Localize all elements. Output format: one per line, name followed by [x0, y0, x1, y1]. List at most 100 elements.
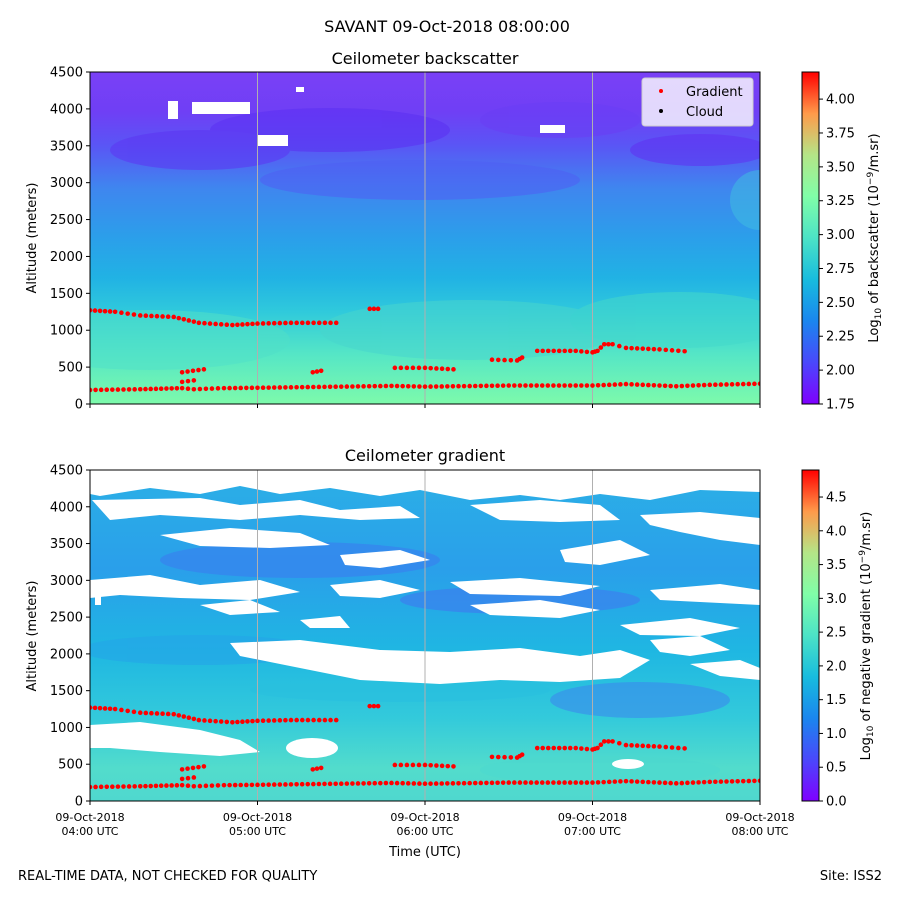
gradient-point: [232, 782, 238, 788]
gradient-point: [327, 384, 333, 390]
gradient-point: [235, 719, 240, 725]
gradient-point: [567, 745, 573, 751]
y-axis-label: Altitude (meters): [25, 581, 40, 692]
x-axis: [89, 404, 761, 408]
gradient-point: [584, 746, 590, 752]
gradient-point: [143, 783, 148, 789]
gradient-point: [428, 384, 433, 389]
gradient-point: [595, 745, 600, 751]
gradient-point: [534, 348, 540, 354]
gradient-point: [405, 781, 411, 786]
gradient-point: [573, 383, 579, 388]
gradient-point: [383, 383, 389, 389]
gradient-panel: Ceilometer gradient: [25, 446, 876, 860]
gradient-point: [322, 781, 327, 787]
gradient-point: [495, 357, 501, 363]
gradient-point: [646, 382, 651, 388]
gradient-point: [757, 381, 760, 387]
gradient-point: [445, 781, 450, 786]
y-tick-label: 1500: [50, 684, 83, 699]
gradient-point: [333, 384, 338, 390]
gradient-point: [181, 317, 187, 322]
gradient-point: [350, 781, 355, 786]
gradient-point: [305, 320, 311, 326]
gradient-point: [221, 385, 227, 391]
gradient-point: [651, 780, 657, 785]
gradient-point: [255, 782, 260, 788]
gradient-point: [651, 346, 657, 352]
gradient-point: [567, 780, 573, 785]
gradient-point: [169, 386, 174, 391]
gradient-point: [623, 742, 629, 748]
gradient-point: [311, 384, 316, 390]
gradient-point: [428, 365, 433, 371]
gradient-point: [97, 705, 103, 711]
panel-title: Ceilometer gradient: [345, 446, 505, 465]
gradient-point: [478, 383, 484, 389]
gradient-point: [595, 780, 601, 785]
gradient-point: [495, 754, 501, 760]
gradient-point: [713, 382, 718, 387]
y-tick-label: 500: [58, 361, 83, 376]
gradient-point: [227, 782, 232, 788]
gradient-point: [724, 779, 729, 784]
gradient-point: [445, 366, 451, 372]
gradient-point: [663, 744, 669, 750]
gradient-point: [500, 383, 506, 388]
gradient-point: [186, 318, 192, 323]
gradient-point: [445, 763, 451, 769]
gradient-point: [502, 357, 507, 363]
gradient-point: [456, 383, 461, 389]
gradient-point: [191, 716, 197, 722]
gradient-point: [545, 745, 551, 751]
gradient-point: [179, 379, 185, 385]
gradient-point: [634, 346, 640, 351]
gradient-points: [90, 703, 760, 790]
gradient-point: [207, 321, 213, 326]
gradient-point: [98, 784, 104, 790]
colorbar: [801, 71, 820, 405]
gradient-point: [294, 384, 299, 390]
gradient-point: [271, 385, 277, 390]
gradient-point: [333, 320, 339, 326]
gradient-point: [171, 314, 177, 320]
gradient-point: [181, 714, 187, 719]
gradient-point: [232, 385, 238, 391]
gradient-point: [344, 781, 350, 786]
gradient-point: [669, 745, 675, 750]
gradient-point: [428, 781, 433, 786]
gradient-point: [389, 780, 394, 786]
y-tick-label: 1500: [50, 287, 83, 302]
gradient-point: [121, 387, 126, 392]
gradient-point: [230, 719, 235, 725]
gradient-point: [215, 783, 221, 788]
gradient-point: [185, 386, 191, 391]
gradient-point: [190, 368, 196, 374]
gradient-point: [472, 780, 478, 786]
gradient-point: [508, 755, 514, 760]
gradient-point: [428, 762, 433, 768]
gradient-point: [366, 781, 372, 786]
gradient-point: [502, 754, 507, 760]
gradient-point: [610, 739, 615, 744]
gradient-point: [143, 710, 149, 716]
gradient-point: [668, 780, 673, 786]
gradient-point: [556, 383, 562, 388]
gradient-point: [318, 765, 324, 771]
gradient-point: [119, 310, 124, 316]
gradient-point: [316, 781, 322, 787]
gradient-point: [344, 384, 350, 389]
gradient-point: [179, 782, 185, 788]
gradient-point: [461, 383, 467, 389]
gradient-point: [519, 355, 525, 360]
gradient-point: [137, 313, 143, 318]
gradient-points: [90, 306, 760, 393]
gradient-point: [601, 341, 607, 347]
gradient-point: [640, 346, 646, 351]
gradient-point: [740, 381, 746, 387]
gradient-point: [556, 348, 562, 354]
legend-label-cloud: Cloud: [686, 105, 723, 120]
backscatter-panel: Ceilometer backscatter: [25, 49, 884, 413]
gradient-point: [718, 779, 724, 784]
gradient-point: [288, 717, 294, 723]
